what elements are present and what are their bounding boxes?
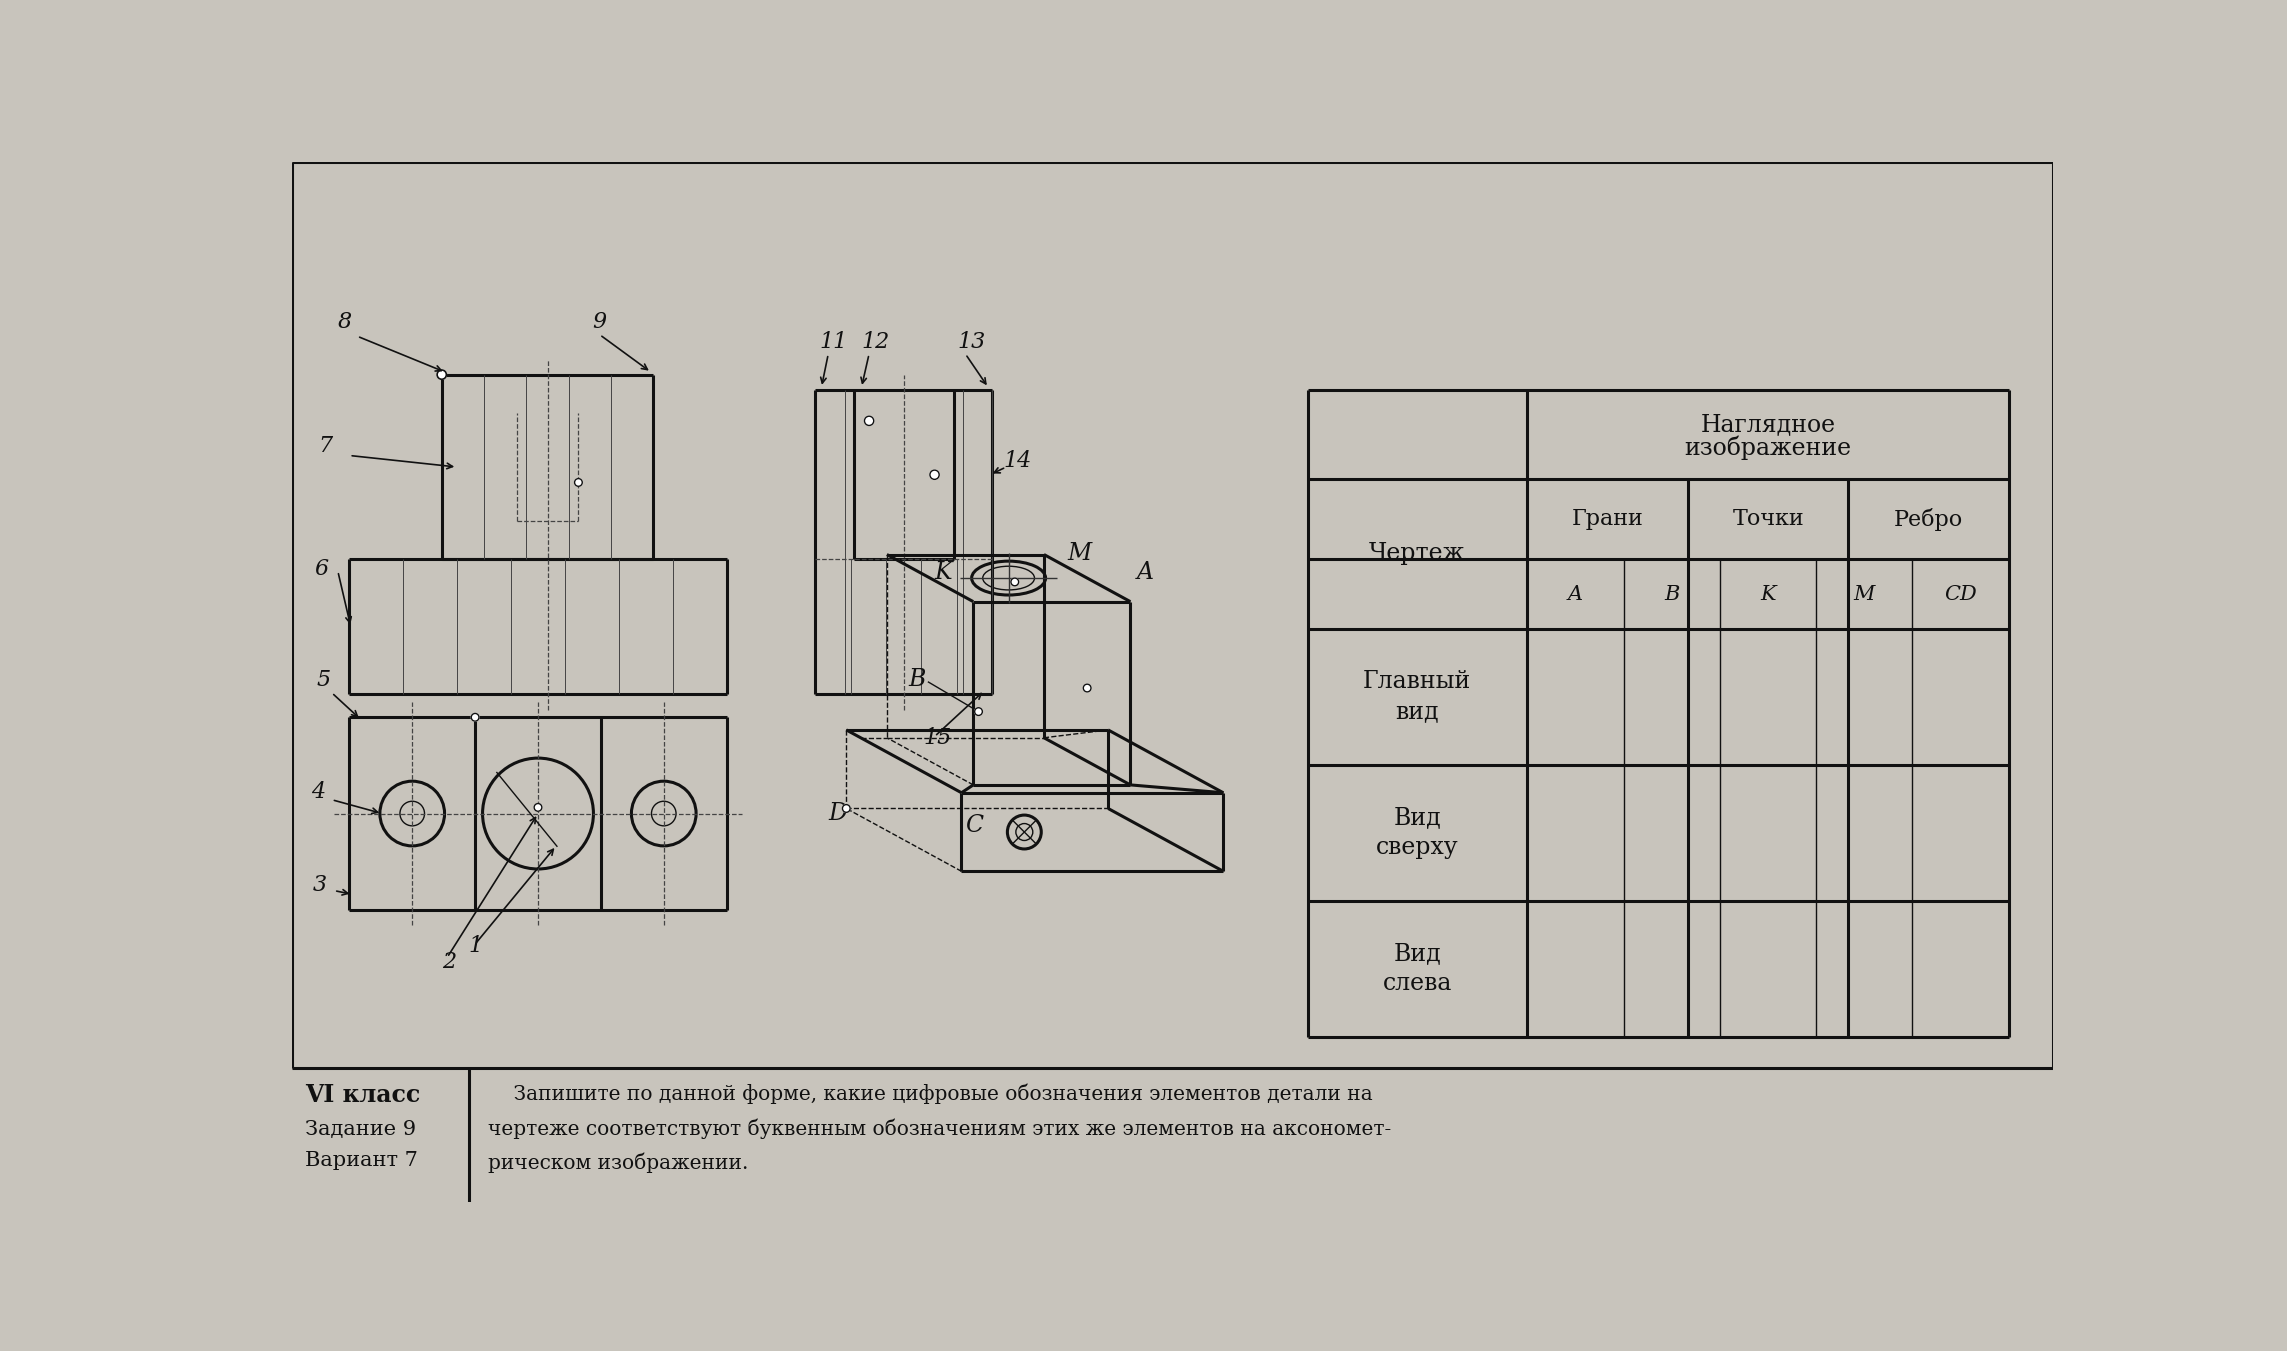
Text: 15: 15 (924, 727, 951, 750)
Text: Наглядное: Наглядное (1702, 413, 1836, 436)
Circle shape (471, 713, 478, 721)
Circle shape (842, 805, 851, 812)
Text: 8: 8 (338, 312, 352, 334)
Text: 6: 6 (316, 558, 329, 580)
Text: рическом изображении.: рическом изображении. (487, 1152, 748, 1173)
Circle shape (1084, 684, 1091, 692)
Text: M: M (1068, 542, 1091, 565)
Text: D: D (828, 802, 848, 825)
Text: чертеже соответствуют буквенным обозначениям этих же элементов на аксономет-: чертеже соответствуют буквенным обозначе… (487, 1119, 1390, 1139)
Text: 11: 11 (819, 331, 846, 353)
Text: M: M (1855, 585, 1875, 604)
Text: B: B (1665, 585, 1679, 604)
Text: Точки: Точки (1731, 508, 1804, 530)
Text: A: A (1137, 561, 1153, 584)
Text: A: A (1569, 585, 1583, 604)
Text: Грани: Грани (1571, 508, 1644, 530)
Text: 14: 14 (1004, 450, 1031, 471)
Text: B: B (908, 667, 926, 690)
Text: Вид
слева: Вид слева (1384, 942, 1452, 996)
Text: Вид
сверху: Вид сверху (1377, 807, 1459, 859)
Text: 12: 12 (862, 331, 890, 353)
Circle shape (535, 804, 542, 811)
Text: 9: 9 (592, 312, 606, 334)
Text: 4: 4 (311, 781, 325, 802)
Text: Задание 9: Задание 9 (306, 1120, 416, 1139)
Text: 2: 2 (441, 951, 455, 973)
Text: C: C (965, 815, 983, 838)
Text: CD: CD (1944, 585, 1976, 604)
Circle shape (437, 370, 446, 380)
Text: 1: 1 (469, 935, 483, 957)
Text: 13: 13 (958, 331, 986, 353)
Text: Вариант 7: Вариант 7 (306, 1151, 419, 1170)
Circle shape (974, 708, 983, 716)
Text: 5: 5 (316, 670, 329, 692)
Text: K: K (1761, 585, 1777, 604)
Circle shape (1011, 578, 1018, 586)
Text: 7: 7 (318, 435, 332, 457)
Text: K: K (935, 561, 951, 584)
Text: VI класс: VI класс (306, 1084, 421, 1108)
Text: Главный
вид: Главный вид (1363, 670, 1471, 723)
Circle shape (931, 470, 940, 480)
Circle shape (864, 416, 874, 426)
Circle shape (574, 478, 583, 486)
Text: Ребро: Ребро (1894, 508, 1962, 531)
Text: 3: 3 (313, 874, 327, 896)
Text: Чертеж: Чертеж (1370, 542, 1466, 565)
Text: Запишите по данной форме, какие цифровые обозначения элементов детали на: Запишите по данной форме, какие цифровые… (487, 1084, 1372, 1104)
Text: изображение: изображение (1686, 436, 1852, 461)
